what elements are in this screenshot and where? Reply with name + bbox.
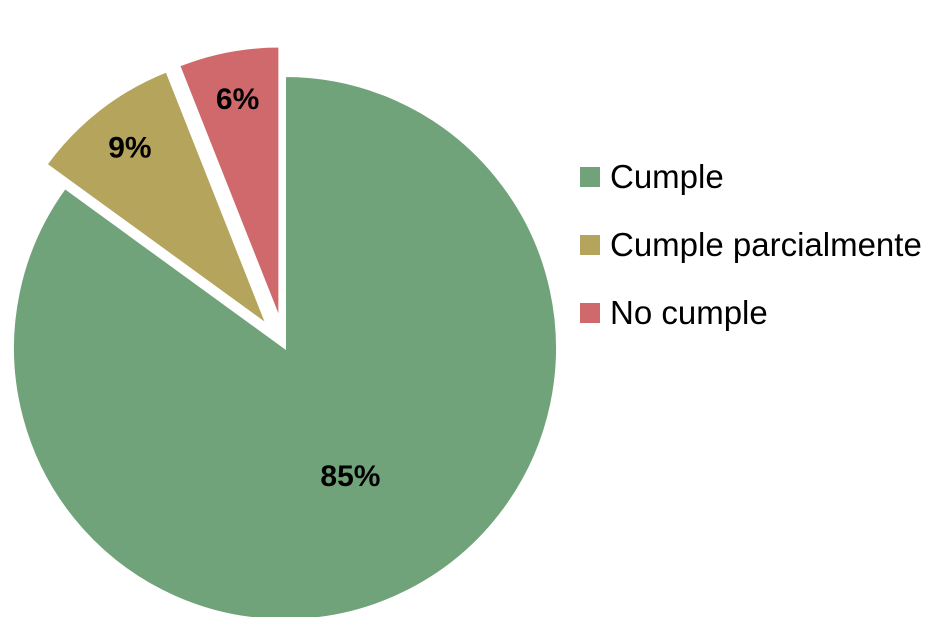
legend-item-no-cumple: No cumple bbox=[580, 296, 922, 330]
legend-label-cumple-parcialmente: Cumple parcialmente bbox=[610, 226, 922, 263]
legend-swatch-no-cumple bbox=[580, 303, 600, 323]
pie-slice-no-cumple bbox=[177, 45, 281, 319]
pie-slice-cumple-parcialmente bbox=[45, 70, 269, 328]
data-label-cumple: 85% bbox=[320, 460, 380, 493]
data-label-cumple-parcialmente: 9% bbox=[108, 132, 151, 165]
data-label-no-cumple: 6% bbox=[216, 83, 259, 116]
legend-swatch-cumple bbox=[580, 167, 600, 187]
legend-item-cumple-parcialmente: Cumple parcialmente bbox=[580, 228, 922, 262]
pie-slice-cumple bbox=[12, 74, 558, 617]
chart-legend: Cumple Cumple parcialmente No cumple bbox=[580, 160, 922, 364]
legend-item-cumple: Cumple bbox=[580, 160, 922, 194]
legend-label-cumple: Cumple bbox=[610, 158, 724, 195]
legend-label-no-cumple: No cumple bbox=[610, 294, 768, 331]
legend-swatch-cumple-parcialmente bbox=[580, 235, 600, 255]
